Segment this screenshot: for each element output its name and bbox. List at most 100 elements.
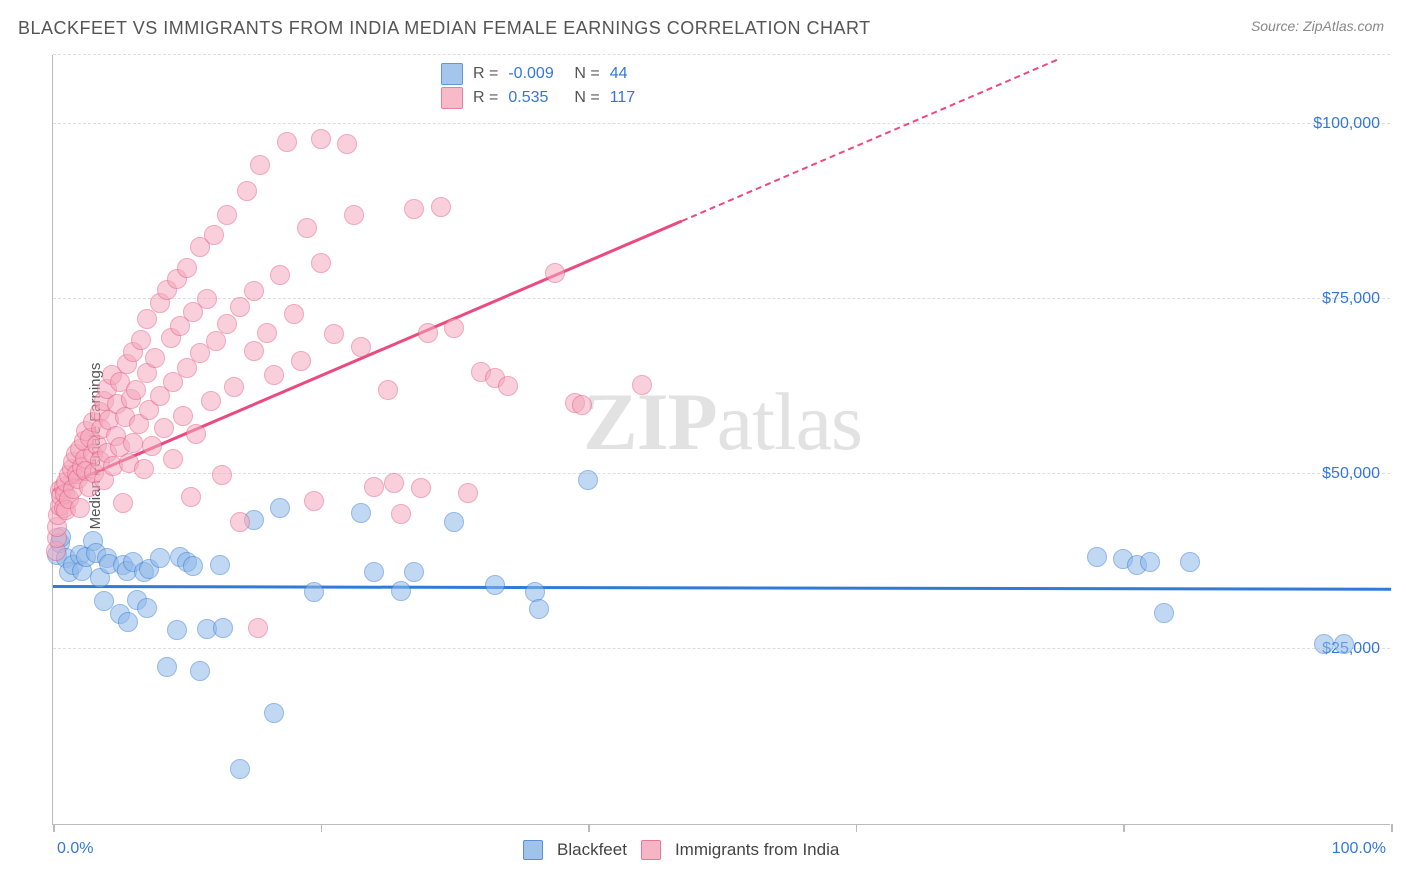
data-point <box>411 478 431 498</box>
data-point <box>173 406 193 426</box>
legend-label: Blackfeet <box>557 840 627 860</box>
data-point <box>113 493 133 513</box>
data-point <box>230 512 250 532</box>
data-point <box>391 504 411 524</box>
data-point <box>217 314 237 334</box>
data-point <box>364 477 384 497</box>
gridline <box>53 123 1390 124</box>
data-point <box>248 618 268 638</box>
data-point <box>257 323 277 343</box>
data-point <box>277 132 297 152</box>
data-point <box>304 582 324 602</box>
data-point <box>118 612 138 632</box>
data-point <box>545 263 565 283</box>
gridline <box>53 473 1390 474</box>
data-point <box>291 351 311 371</box>
x-tick <box>856 824 858 832</box>
data-point <box>1087 547 1107 567</box>
x-tick <box>588 824 590 832</box>
watermark-rest: atlas <box>717 376 862 467</box>
data-point <box>154 418 174 438</box>
data-point <box>197 289 217 309</box>
chart-title: BLACKFEET VS IMMIGRANTS FROM INDIA MEDIA… <box>18 18 871 39</box>
legend-swatch <box>441 63 463 85</box>
trend-line <box>681 59 1056 222</box>
x-tick-label: 0.0% <box>57 840 93 858</box>
data-point <box>391 581 411 601</box>
data-point <box>485 575 505 595</box>
x-tick <box>1123 824 1125 832</box>
data-point <box>212 465 232 485</box>
data-point <box>213 618 233 638</box>
data-point <box>163 449 183 469</box>
data-point <box>201 391 221 411</box>
data-point <box>244 281 264 301</box>
data-point <box>210 555 230 575</box>
x-tick <box>321 824 323 832</box>
y-tick-label: $50,000 <box>1322 465 1380 483</box>
data-point <box>150 548 170 568</box>
data-point <box>304 491 324 511</box>
data-point <box>204 225 224 245</box>
x-tick <box>1391 824 1393 832</box>
legend-swatch <box>641 840 661 860</box>
series-legend: Blackfeet Immigrants from India <box>523 840 839 860</box>
data-point <box>123 433 143 453</box>
data-point <box>206 331 226 351</box>
data-point <box>344 205 364 225</box>
data-point <box>404 562 424 582</box>
data-point <box>1154 603 1174 623</box>
data-point <box>145 348 165 368</box>
data-point <box>217 205 237 225</box>
data-point <box>181 487 201 507</box>
data-point <box>337 134 357 154</box>
data-point <box>311 253 331 273</box>
data-point <box>444 318 464 338</box>
watermark: ZIPatlas <box>583 375 862 469</box>
data-point <box>126 380 146 400</box>
data-point <box>157 657 177 677</box>
data-point <box>250 155 270 175</box>
data-point <box>137 309 157 329</box>
data-point <box>230 759 250 779</box>
data-point <box>529 599 549 619</box>
plot-area: ZIPatlas $25,000$50,000$75,000$100,0000.… <box>52 55 1390 825</box>
data-point <box>244 341 264 361</box>
data-point <box>297 218 317 238</box>
data-point <box>458 483 478 503</box>
data-point <box>351 503 371 523</box>
stats-legend-row: R =0.535N =117 <box>441 87 666 109</box>
data-point <box>351 337 371 357</box>
data-point <box>444 512 464 532</box>
legend-swatch <box>523 840 543 860</box>
data-point <box>404 199 424 219</box>
data-point <box>186 424 206 444</box>
data-point <box>224 377 244 397</box>
data-point <box>431 197 451 217</box>
data-point <box>498 376 518 396</box>
stats-legend-row: R =-0.009N =44 <box>441 63 666 85</box>
data-point <box>378 380 398 400</box>
data-point <box>230 297 250 317</box>
data-point <box>70 498 90 518</box>
data-point <box>237 181 257 201</box>
y-tick-label: $100,000 <box>1313 115 1380 133</box>
data-point <box>632 375 652 395</box>
legend-label: Immigrants from India <box>675 840 839 860</box>
gridline <box>53 54 1390 55</box>
data-point <box>264 365 284 385</box>
data-point <box>131 330 151 350</box>
data-point <box>270 498 290 518</box>
data-point <box>190 661 210 681</box>
data-point <box>264 703 284 723</box>
source-label: Source: ZipAtlas.com <box>1251 18 1384 34</box>
data-point <box>183 556 203 576</box>
data-point <box>1334 634 1354 654</box>
data-point <box>384 473 404 493</box>
data-point <box>142 436 162 456</box>
data-point <box>1180 552 1200 572</box>
y-tick-label: $75,000 <box>1322 290 1380 308</box>
data-point <box>418 323 438 343</box>
data-point <box>364 562 384 582</box>
data-point <box>572 395 592 415</box>
